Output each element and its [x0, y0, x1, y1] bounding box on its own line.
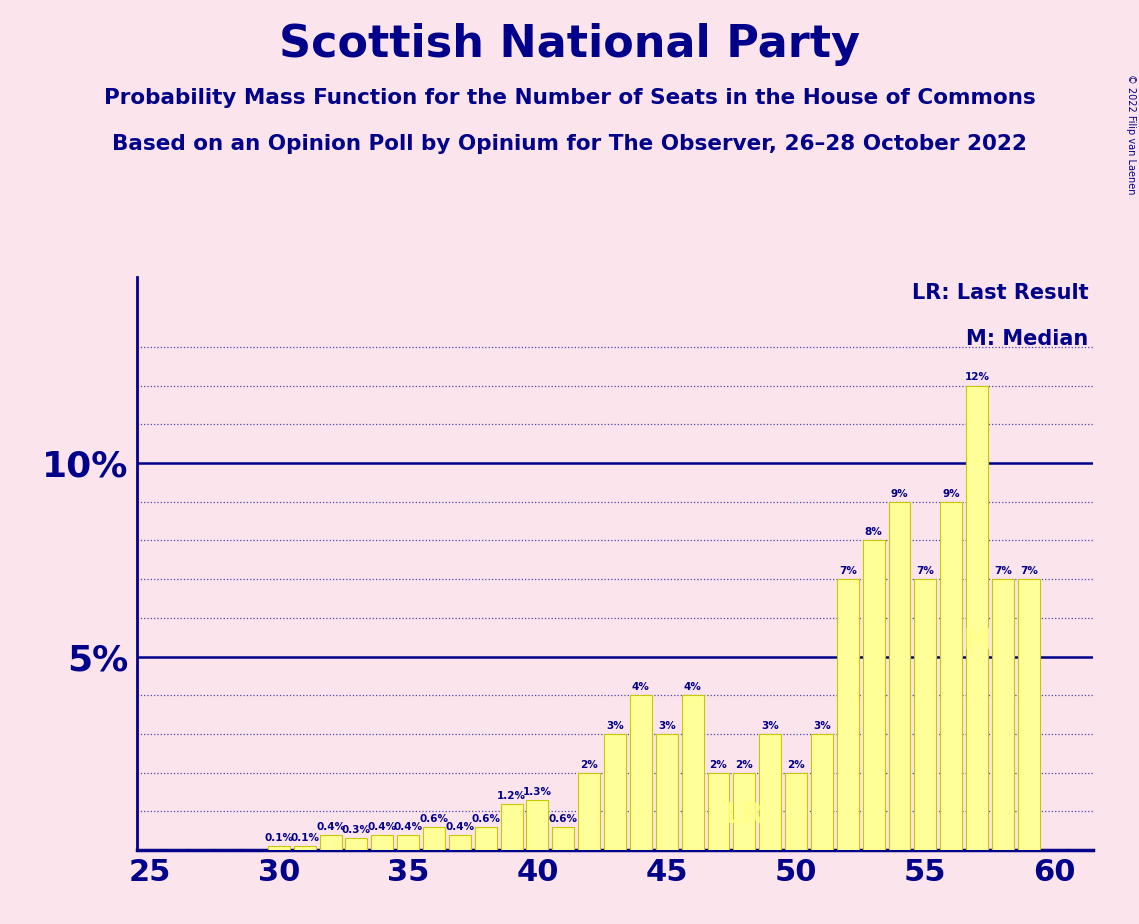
Text: © 2022 Filip van Laenen: © 2022 Filip van Laenen: [1126, 74, 1136, 194]
Text: LR: LR: [724, 801, 764, 829]
Text: 1.3%: 1.3%: [523, 786, 552, 796]
Bar: [734, 772, 755, 850]
Bar: [294, 846, 316, 850]
Bar: [837, 579, 859, 850]
Text: 8%: 8%: [865, 528, 883, 538]
Text: 7%: 7%: [917, 566, 934, 576]
Bar: [320, 834, 342, 850]
Text: 2%: 2%: [787, 760, 805, 770]
Bar: [656, 734, 678, 850]
Text: 2%: 2%: [710, 760, 728, 770]
Text: Scottish National Party: Scottish National Party: [279, 23, 860, 67]
Bar: [1018, 579, 1040, 850]
Bar: [915, 579, 936, 850]
Text: Based on an Opinion Poll by Opinium for The Observer, 26–28 October 2022: Based on an Opinion Poll by Opinium for …: [112, 134, 1027, 154]
Bar: [966, 385, 988, 850]
Bar: [345, 838, 368, 850]
Bar: [501, 804, 523, 850]
Text: 3%: 3%: [606, 721, 624, 731]
Text: 9%: 9%: [891, 489, 908, 499]
Bar: [785, 772, 808, 850]
Text: 12%: 12%: [965, 372, 990, 383]
Bar: [423, 827, 445, 850]
Bar: [992, 579, 1014, 850]
Text: 2%: 2%: [581, 760, 598, 770]
Text: 0.1%: 0.1%: [264, 833, 294, 843]
Text: 0.3%: 0.3%: [342, 825, 371, 835]
Bar: [862, 541, 885, 850]
Text: 3%: 3%: [761, 721, 779, 731]
Text: LR: Last Result: LR: Last Result: [912, 283, 1089, 303]
Bar: [681, 695, 704, 850]
Bar: [888, 502, 910, 850]
Text: Probability Mass Function for the Number of Seats in the House of Commons: Probability Mass Function for the Number…: [104, 88, 1035, 108]
Text: 3%: 3%: [658, 721, 675, 731]
Bar: [268, 846, 290, 850]
Bar: [449, 834, 470, 850]
Text: 0.1%: 0.1%: [290, 833, 319, 843]
Text: 7%: 7%: [1019, 566, 1038, 576]
Bar: [604, 734, 626, 850]
Bar: [940, 502, 962, 850]
Bar: [475, 827, 497, 850]
Text: M: Median: M: Median: [966, 329, 1089, 348]
Text: 0.4%: 0.4%: [368, 821, 396, 832]
Text: 0.4%: 0.4%: [316, 821, 345, 832]
Text: 9%: 9%: [942, 489, 960, 499]
Text: 0.6%: 0.6%: [549, 814, 577, 824]
Bar: [630, 695, 652, 850]
Text: 3%: 3%: [813, 721, 830, 731]
Bar: [707, 772, 729, 850]
Text: 0.6%: 0.6%: [472, 814, 500, 824]
Bar: [398, 834, 419, 850]
Text: 0.4%: 0.4%: [445, 821, 475, 832]
Text: 4%: 4%: [632, 682, 650, 692]
Text: 2%: 2%: [736, 760, 753, 770]
Bar: [811, 734, 833, 850]
Bar: [760, 734, 781, 850]
Text: 4%: 4%: [683, 682, 702, 692]
Text: 1.2%: 1.2%: [497, 791, 526, 800]
Text: M: M: [964, 627, 991, 655]
Bar: [526, 800, 549, 850]
Bar: [579, 772, 600, 850]
Text: 0.4%: 0.4%: [394, 821, 423, 832]
Bar: [552, 827, 574, 850]
Text: 7%: 7%: [838, 566, 857, 576]
Text: 7%: 7%: [994, 566, 1011, 576]
Text: 0.6%: 0.6%: [419, 814, 449, 824]
Bar: [371, 834, 393, 850]
